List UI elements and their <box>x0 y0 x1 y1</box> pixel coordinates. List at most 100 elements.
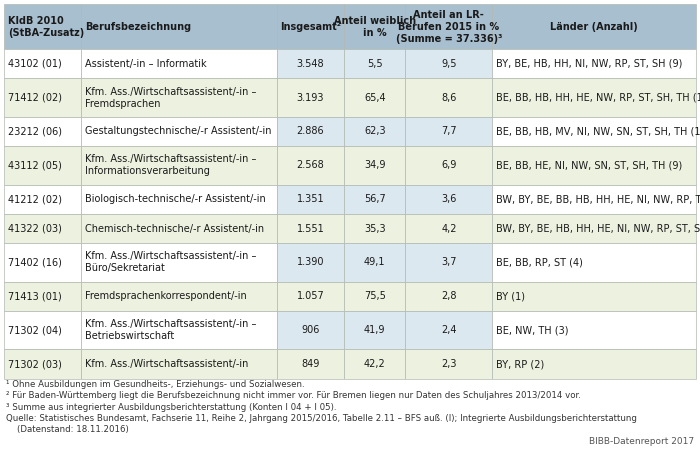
Text: 35,3: 35,3 <box>364 224 386 234</box>
Text: Assistent/-in – Informatik: Assistent/-in – Informatik <box>85 59 206 69</box>
Bar <box>4 49 81 78</box>
Bar <box>81 4 276 49</box>
Bar <box>81 282 276 311</box>
Bar <box>81 184 276 214</box>
Bar <box>492 117 696 146</box>
Text: 3,7: 3,7 <box>441 257 456 267</box>
Text: 5,5: 5,5 <box>367 59 382 69</box>
Text: Insgesamt²: Insgesamt² <box>280 21 341 32</box>
Bar <box>276 349 344 379</box>
Bar <box>276 117 344 146</box>
Text: BE, NW, TH (3): BE, NW, TH (3) <box>496 325 569 335</box>
Bar <box>276 214 344 243</box>
Text: (Datenstand: 18.11.2016): (Datenstand: 18.11.2016) <box>6 425 129 434</box>
Text: 71413 (01): 71413 (01) <box>8 291 62 301</box>
Bar <box>276 184 344 214</box>
Bar <box>344 349 405 379</box>
Text: Gestaltungstechnische/-r Assistent/-in: Gestaltungstechnische/-r Assistent/-in <box>85 126 272 136</box>
Text: BE, BB, HB, MV, NI, NW, SN, ST, SH, TH (10): BE, BB, HB, MV, NI, NW, SN, ST, SH, TH (… <box>496 126 700 136</box>
Text: 9,5: 9,5 <box>441 59 456 69</box>
Bar <box>405 117 492 146</box>
Bar <box>405 184 492 214</box>
Bar <box>344 4 405 49</box>
Text: Anteil weiblich
in %: Anteil weiblich in % <box>334 15 416 38</box>
Bar <box>81 146 276 184</box>
Bar <box>4 4 81 49</box>
Bar <box>344 243 405 282</box>
Bar <box>4 146 81 184</box>
Bar <box>405 49 492 78</box>
Text: 41322 (03): 41322 (03) <box>8 224 62 234</box>
Bar <box>4 184 81 214</box>
Text: 65,4: 65,4 <box>364 92 386 102</box>
Text: Länder (Anzahl): Länder (Anzahl) <box>550 21 638 32</box>
Bar <box>276 49 344 78</box>
Bar <box>405 311 492 349</box>
Bar <box>492 184 696 214</box>
Text: BW, BY, BE, HB, HH, HE, NI, NW, RP, ST, SH, TH (12): BW, BY, BE, HB, HH, HE, NI, NW, RP, ST, … <box>496 224 700 234</box>
Text: Chemisch-technische/-r Assistent/-in: Chemisch-technische/-r Assistent/-in <box>85 224 264 234</box>
Text: 56,7: 56,7 <box>364 194 386 204</box>
Text: ¹ Ohne Ausbildungen im Gesundheits-, Erziehungs- und Sozialwesen.: ¹ Ohne Ausbildungen im Gesundheits-, Erz… <box>6 380 304 389</box>
Bar <box>276 282 344 311</box>
Text: 71402 (16): 71402 (16) <box>8 257 62 267</box>
Bar <box>81 49 276 78</box>
Bar <box>81 243 276 282</box>
Bar <box>276 243 344 282</box>
Text: 8,6: 8,6 <box>441 92 456 102</box>
Text: Kfm. Ass./Wirtschaftsassistent/-in –
Betriebswirtschaft: Kfm. Ass./Wirtschaftsassistent/-in – Bet… <box>85 319 256 341</box>
Text: 2.886: 2.886 <box>297 126 324 136</box>
Bar <box>492 243 696 282</box>
Bar <box>492 4 696 49</box>
Bar <box>344 214 405 243</box>
Text: 1.551: 1.551 <box>297 224 324 234</box>
Text: BE, BB, HE, NI, NW, SN, ST, SH, TH (9): BE, BB, HE, NI, NW, SN, ST, SH, TH (9) <box>496 160 682 170</box>
Text: 2,3: 2,3 <box>441 359 456 369</box>
Text: 3,6: 3,6 <box>441 194 456 204</box>
Text: 49,1: 49,1 <box>364 257 386 267</box>
Text: 41,9: 41,9 <box>364 325 386 335</box>
Text: 71412 (02): 71412 (02) <box>8 92 62 102</box>
Text: Fremdsprachenkorrespondent/-in: Fremdsprachenkorrespondent/-in <box>85 291 247 301</box>
Bar <box>276 78 344 117</box>
Text: ² Für Baden-Württemberg liegt die Berufsbezeichnung nicht immer vor. Für Bremen : ² Für Baden-Württemberg liegt die Berufs… <box>6 391 581 400</box>
Bar <box>344 184 405 214</box>
Text: 34,9: 34,9 <box>364 160 386 170</box>
Text: 71302 (03): 71302 (03) <box>8 359 62 369</box>
Bar <box>405 349 492 379</box>
Bar <box>4 243 81 282</box>
Bar <box>492 78 696 117</box>
Bar <box>344 78 405 117</box>
Text: 41212 (02): 41212 (02) <box>8 194 62 204</box>
Text: BY (1): BY (1) <box>496 291 526 301</box>
Text: 62,3: 62,3 <box>364 126 386 136</box>
Bar <box>492 49 696 78</box>
Text: Anteil an LR-
Berufen 2015 in %
(Summe = 37.336)³: Anteil an LR- Berufen 2015 in % (Summe =… <box>395 10 502 43</box>
Bar <box>276 146 344 184</box>
Text: 2.568: 2.568 <box>297 160 324 170</box>
Bar <box>492 214 696 243</box>
Bar <box>81 311 276 349</box>
Text: 849: 849 <box>301 359 320 369</box>
Text: 2,8: 2,8 <box>441 291 456 301</box>
Text: Kfm. Ass./Wirtschaftsassistent/-in: Kfm. Ass./Wirtschaftsassistent/-in <box>85 359 248 369</box>
Text: 23212 (06): 23212 (06) <box>8 126 62 136</box>
Text: 7,7: 7,7 <box>441 126 456 136</box>
Bar <box>405 282 492 311</box>
Bar <box>4 117 81 146</box>
Text: 4,2: 4,2 <box>441 224 456 234</box>
Text: ³ Summe aus integrierter Ausbildungsberichterstattung (Konten I 04 + I 05).: ³ Summe aus integrierter Ausbildungsberi… <box>6 403 337 412</box>
Bar <box>4 78 81 117</box>
Bar <box>276 311 344 349</box>
Text: Biologisch-technische/-r Assistent/-in: Biologisch-technische/-r Assistent/-in <box>85 194 266 204</box>
Bar <box>4 379 700 435</box>
Text: Quelle: Statistisches Bundesamt, Fachserie 11, Reihe 2, Jahrgang 2015/2016, Tabe: Quelle: Statistisches Bundesamt, Fachser… <box>6 414 637 423</box>
Bar <box>344 49 405 78</box>
Bar <box>405 78 492 117</box>
Text: 1.057: 1.057 <box>297 291 324 301</box>
Text: BIBB-Datenreport 2017: BIBB-Datenreport 2017 <box>589 437 694 446</box>
Text: 75,5: 75,5 <box>364 291 386 301</box>
Text: 6,9: 6,9 <box>441 160 456 170</box>
Bar <box>405 243 492 282</box>
Bar <box>344 117 405 146</box>
